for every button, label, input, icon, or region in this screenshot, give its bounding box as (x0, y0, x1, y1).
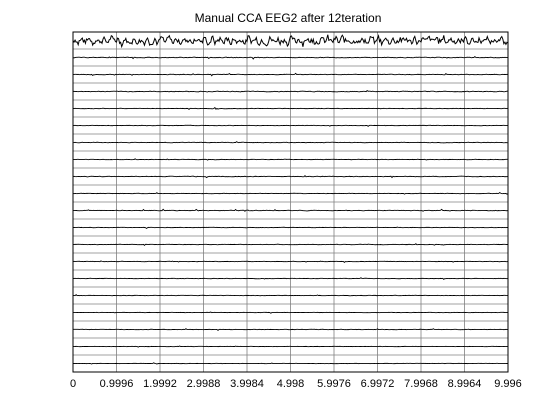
channel-trace-10 (72, 191, 509, 195)
x-tick-label: 9.996 (494, 378, 522, 390)
x-tick-label: 5.9976 (317, 378, 351, 390)
channel-trace-18 (72, 328, 509, 332)
channel-trace-14 (72, 260, 509, 263)
x-tick-label: 2.9988 (187, 378, 221, 390)
grid-lines (73, 32, 508, 372)
x-tick-label: 3.9984 (230, 378, 264, 390)
channel-trace-9 (72, 174, 509, 179)
x-tick-labels: 0 0.9996 1.9992 2.9988 3.9984 4.998 5.9976 6.99… (70, 378, 522, 390)
channel-traces (72, 33, 509, 365)
x-tick-label: 0.9996 (100, 378, 134, 390)
x-tick-label: 7.9968 (404, 378, 438, 390)
channel-trace-16 (72, 294, 509, 297)
channel-trace-15 (72, 277, 509, 280)
channel-trace-12 (72, 226, 509, 229)
plot-frame (72, 31, 509, 373)
channel-trace-8 (72, 158, 509, 161)
channel-trace-20 (72, 362, 509, 365)
channel-trace-19 (72, 345, 509, 348)
channel-trace-2 (72, 55, 509, 60)
channel-trace-5 (72, 106, 509, 110)
channel-trace-11 (72, 208, 509, 212)
channel-trace-6 (72, 124, 509, 127)
x-tick-label: 1.9992 (143, 378, 177, 390)
chart-title: Manual CCA EEG2 after 12teration (195, 11, 382, 25)
x-tick-label: 4.998 (277, 378, 305, 390)
channel-trace-17 (72, 311, 509, 314)
channel-trace-4 (72, 90, 509, 93)
x-tick-label: 0 (70, 378, 76, 390)
channel-trace-3 (72, 72, 509, 77)
channel-trace-13 (72, 243, 509, 246)
channel-trace-1 (72, 33, 509, 49)
x-tick-label: 8.9964 (448, 378, 482, 390)
channel-trace-7 (72, 141, 509, 144)
x-tick-label: 6.9972 (361, 378, 395, 390)
